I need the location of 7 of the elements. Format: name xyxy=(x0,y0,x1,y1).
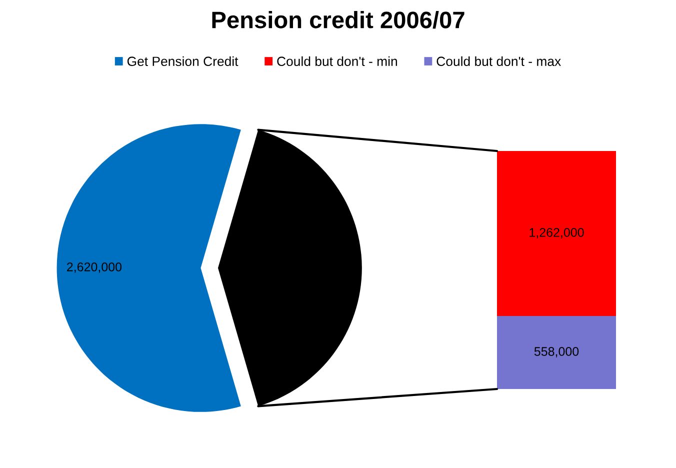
data-label: 558,000 xyxy=(534,347,579,358)
chart-title: Pension credit 2006/07 xyxy=(212,10,464,29)
data-label: 1,262,000 xyxy=(530,228,584,238)
legend-label: Could but don't - min xyxy=(277,56,397,66)
legend-label: Get Pension Credit xyxy=(127,56,238,66)
data-label: 2,620,000 xyxy=(67,262,122,273)
legend-label: Could but don't - max xyxy=(436,56,561,66)
